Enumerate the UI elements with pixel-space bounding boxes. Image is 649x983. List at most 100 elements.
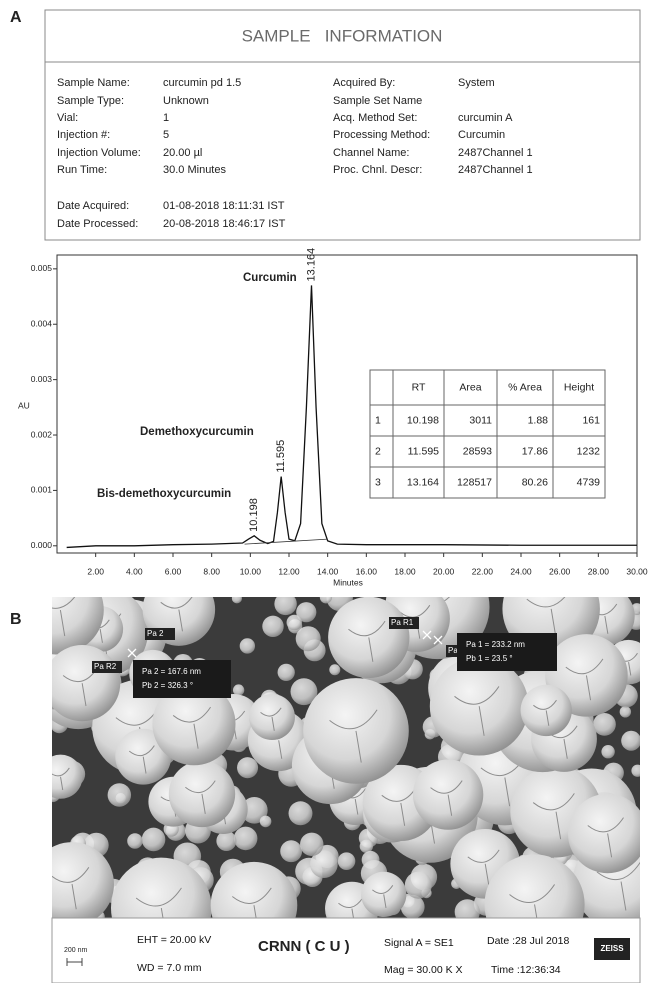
info-bar-text: Time :12:36:34 [491,964,561,976]
particle [107,783,132,807]
x-tick-label: 12.00 [278,566,300,576]
particle [290,678,318,706]
info-bar-title: CRNN ( C U ) [258,938,350,955]
measurement-text: Pb 1 = 23.5 ° [466,654,513,663]
info-label: Date Acquired: [57,200,129,212]
peak-label: 11.595 [275,440,287,473]
info-label: Run Time: [57,164,107,176]
particle-crack [338,897,364,918]
info-value: 2487Channel 1 [458,164,533,176]
particle-crack [52,597,76,637]
info-value: 20-08-2018 18:46:17 IST [163,218,286,230]
particle [127,833,143,849]
x-tick-label: 10.00 [240,566,262,576]
table-header: Height [564,381,594,393]
particle-crack [372,885,394,909]
particle [274,597,297,616]
info-value: 5 [163,129,169,141]
table-cell: 11.595 [408,445,439,457]
x-tick-label: 8.00 [203,566,220,576]
scale-bar [66,958,83,966]
results-table [369,369,606,499]
particle [216,830,237,851]
marker-label: Pa [448,646,458,655]
info-label: Acq. Method Set: [333,112,417,124]
x-tick-label: 2.00 [87,566,104,576]
info-label: Sample Set Name [333,95,422,107]
info-label: Injection #: [57,129,110,141]
measurement-text: Pa 2 = 167.6 nm [142,667,201,676]
x-tick-label: 30.00 [626,566,648,576]
info-label: Date Processed: [57,218,138,230]
y-tick-label: 0.002 [31,429,53,439]
y-tick-label: 0.005 [31,263,53,273]
particle-cluster [52,842,114,918]
table-cell: 2 [375,445,381,457]
particle [141,827,166,852]
logo: ZEISS [600,944,624,953]
info-label: Injection Volume: [57,147,141,159]
particle [280,840,303,863]
particle [239,638,256,654]
sem-info-bar [51,917,641,983]
x-axis-label: Minutes [333,577,363,587]
info-value: 2487Channel 1 [458,147,533,159]
table-header: RT [412,381,426,393]
particle [593,712,616,736]
particle-crack [454,686,500,736]
particle [359,839,374,853]
particle-crack [329,709,378,763]
particle [404,871,432,899]
info-title: SAMPLE INFORMATION [242,26,443,45]
particle [286,614,303,631]
measurement-box [457,633,557,671]
panel-label: B [10,611,22,628]
info-value: Unknown [163,95,209,107]
particle [631,764,640,777]
marker-label: Pa 2 [147,629,164,638]
y-axis-label: AU [18,400,30,410]
peak-label: 10.198 [248,498,260,532]
table-header: Area [459,381,481,393]
table-cell: 161 [582,414,600,426]
peak-annotation: Demethoxycurcumin [140,426,254,438]
particle-crack [532,793,575,840]
x-tick-label: 18.00 [394,566,416,576]
peak-annotation: Curcumin [243,272,297,284]
table-cell: 28593 [463,445,492,457]
particle [400,894,425,918]
particle [621,730,640,751]
info-value: Curcumin [458,129,505,141]
table-cell: 1232 [577,445,601,457]
scale-bar-label: 200 nm [64,947,88,954]
measurement-text: Pb 2 = 326.3 ° [142,681,193,690]
info-label: Proc. Chnl. Descr: [333,164,422,176]
y-tick-label: 0.000 [31,540,53,550]
info-value: curcumin pd 1.5 [163,77,241,89]
particle-crack [587,817,624,858]
table-cell: 3 [375,476,381,488]
particle-crack [135,887,182,918]
info-bar-text: Signal A = SE1 [384,937,454,949]
x-tick-label: 4.00 [126,566,143,576]
particle-crack [231,887,272,918]
crosshair [433,635,443,645]
particle [601,745,615,759]
marker-label: Pa R1 [391,618,414,627]
particle-crack [565,658,604,701]
logo-box [594,938,630,960]
y-tick-label: 0.003 [31,374,53,384]
x-tick-label: 24.00 [510,566,532,576]
marker-label: Pa R2 [94,662,117,671]
particle-cluster [484,854,585,918]
particle-crack [596,861,640,911]
peak-annotation: Bis-demethoxycurcumin [97,488,231,500]
crosshair [422,630,432,640]
particle [619,706,632,718]
info-bar-text: WD = 7.0 mm [137,962,202,974]
table-cell: 3011 [469,414,492,426]
particle [319,597,333,604]
particle [454,899,480,918]
table-cell: 1.88 [528,414,549,426]
